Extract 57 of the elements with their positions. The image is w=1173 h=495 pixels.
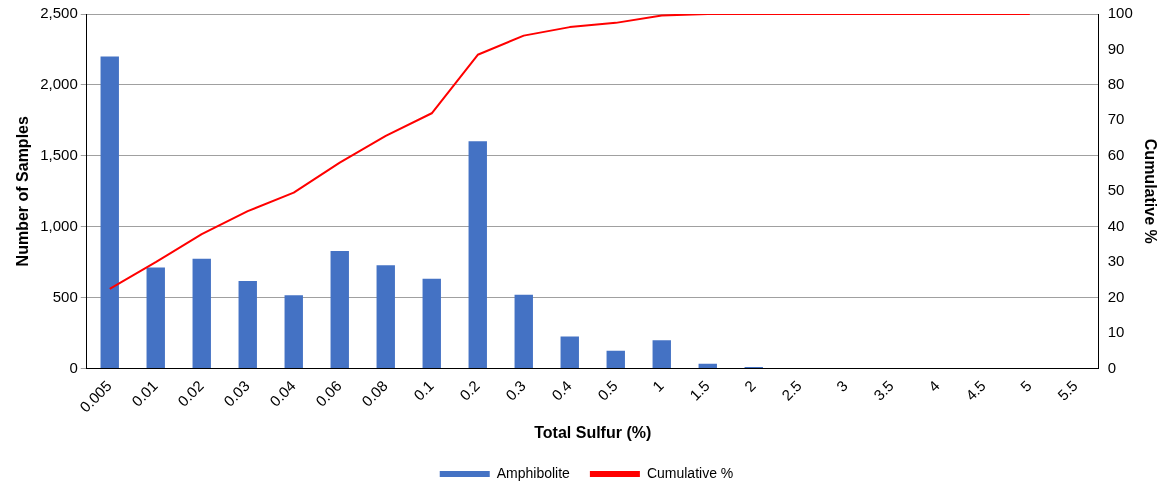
x-tick-label: 0.06 [312,376,345,410]
bar [238,281,257,369]
x-tick-label: 5 [1016,376,1035,395]
y2-tick-label: 80 [1107,75,1125,93]
y2-tick-label: 60 [1107,145,1125,163]
y-tick-label: 0 [69,358,78,376]
x-tick-label: 0.01 [128,376,161,410]
y-tick-label: 1,000 [40,216,78,234]
bar [330,251,349,369]
bar [514,294,533,369]
x-tick-label: 0.5 [594,376,621,404]
x-tick-label: 4.5 [962,376,989,404]
bar [422,278,441,369]
y-tick-label: 2,000 [40,75,78,93]
x-tick-label: 1.5 [686,376,713,404]
legend-label: Amphibolite [496,464,571,481]
x-tick-label: 4 [924,376,943,395]
x-tick-label: 0.04 [266,376,299,410]
legend-label: Cumulative % [646,464,734,481]
y2-tick-label: 50 [1107,181,1125,199]
y2-tick-label: 0 [1107,358,1117,376]
x-tick-label: 1 [648,376,667,395]
x-tick-label: 0.02 [174,376,207,410]
bar [192,258,211,369]
x-tick-label: 0.03 [220,376,253,410]
bar [468,141,487,369]
x-tick-label: 5.5 [1054,376,1081,404]
x-tick-label: 2.5 [778,376,805,404]
bar [284,295,303,369]
y2-tick-label: 30 [1107,252,1125,270]
x-tick-label: 0.2 [456,376,483,404]
bar [100,56,119,369]
y2-axis-title: Cumulative % [1141,138,1159,244]
y-axis-title: Number of Samples [14,116,32,267]
y-tick-label: 1,500 [40,145,78,163]
bar [698,363,717,369]
bar [652,340,671,369]
x-axis-title: Total Sulfur (%) [534,423,652,441]
y-tick-label: 2,500 [40,4,78,22]
y2-tick-label: 20 [1107,287,1125,305]
bar [146,267,165,369]
y2-tick-label: 70 [1107,110,1125,128]
x-tick-label: 0.4 [548,376,575,404]
bar [606,350,625,369]
bar [560,336,579,369]
x-tick-label: 0.1 [410,376,437,404]
y2-tick-label: 100 [1107,4,1133,22]
y2-tick-label: 90 [1107,39,1125,57]
x-tick-label: 0.3 [502,376,529,404]
bar [376,265,395,369]
x-tick-label: 2 [740,376,759,395]
y-tick-label: 500 [52,287,78,305]
y2-tick-label: 40 [1107,216,1125,234]
x-tick-label: 0.08 [358,376,391,410]
x-tick-label: 3.5 [870,376,897,404]
x-tick-label: 3 [832,376,851,395]
y2-tick-label: 10 [1107,323,1125,341]
